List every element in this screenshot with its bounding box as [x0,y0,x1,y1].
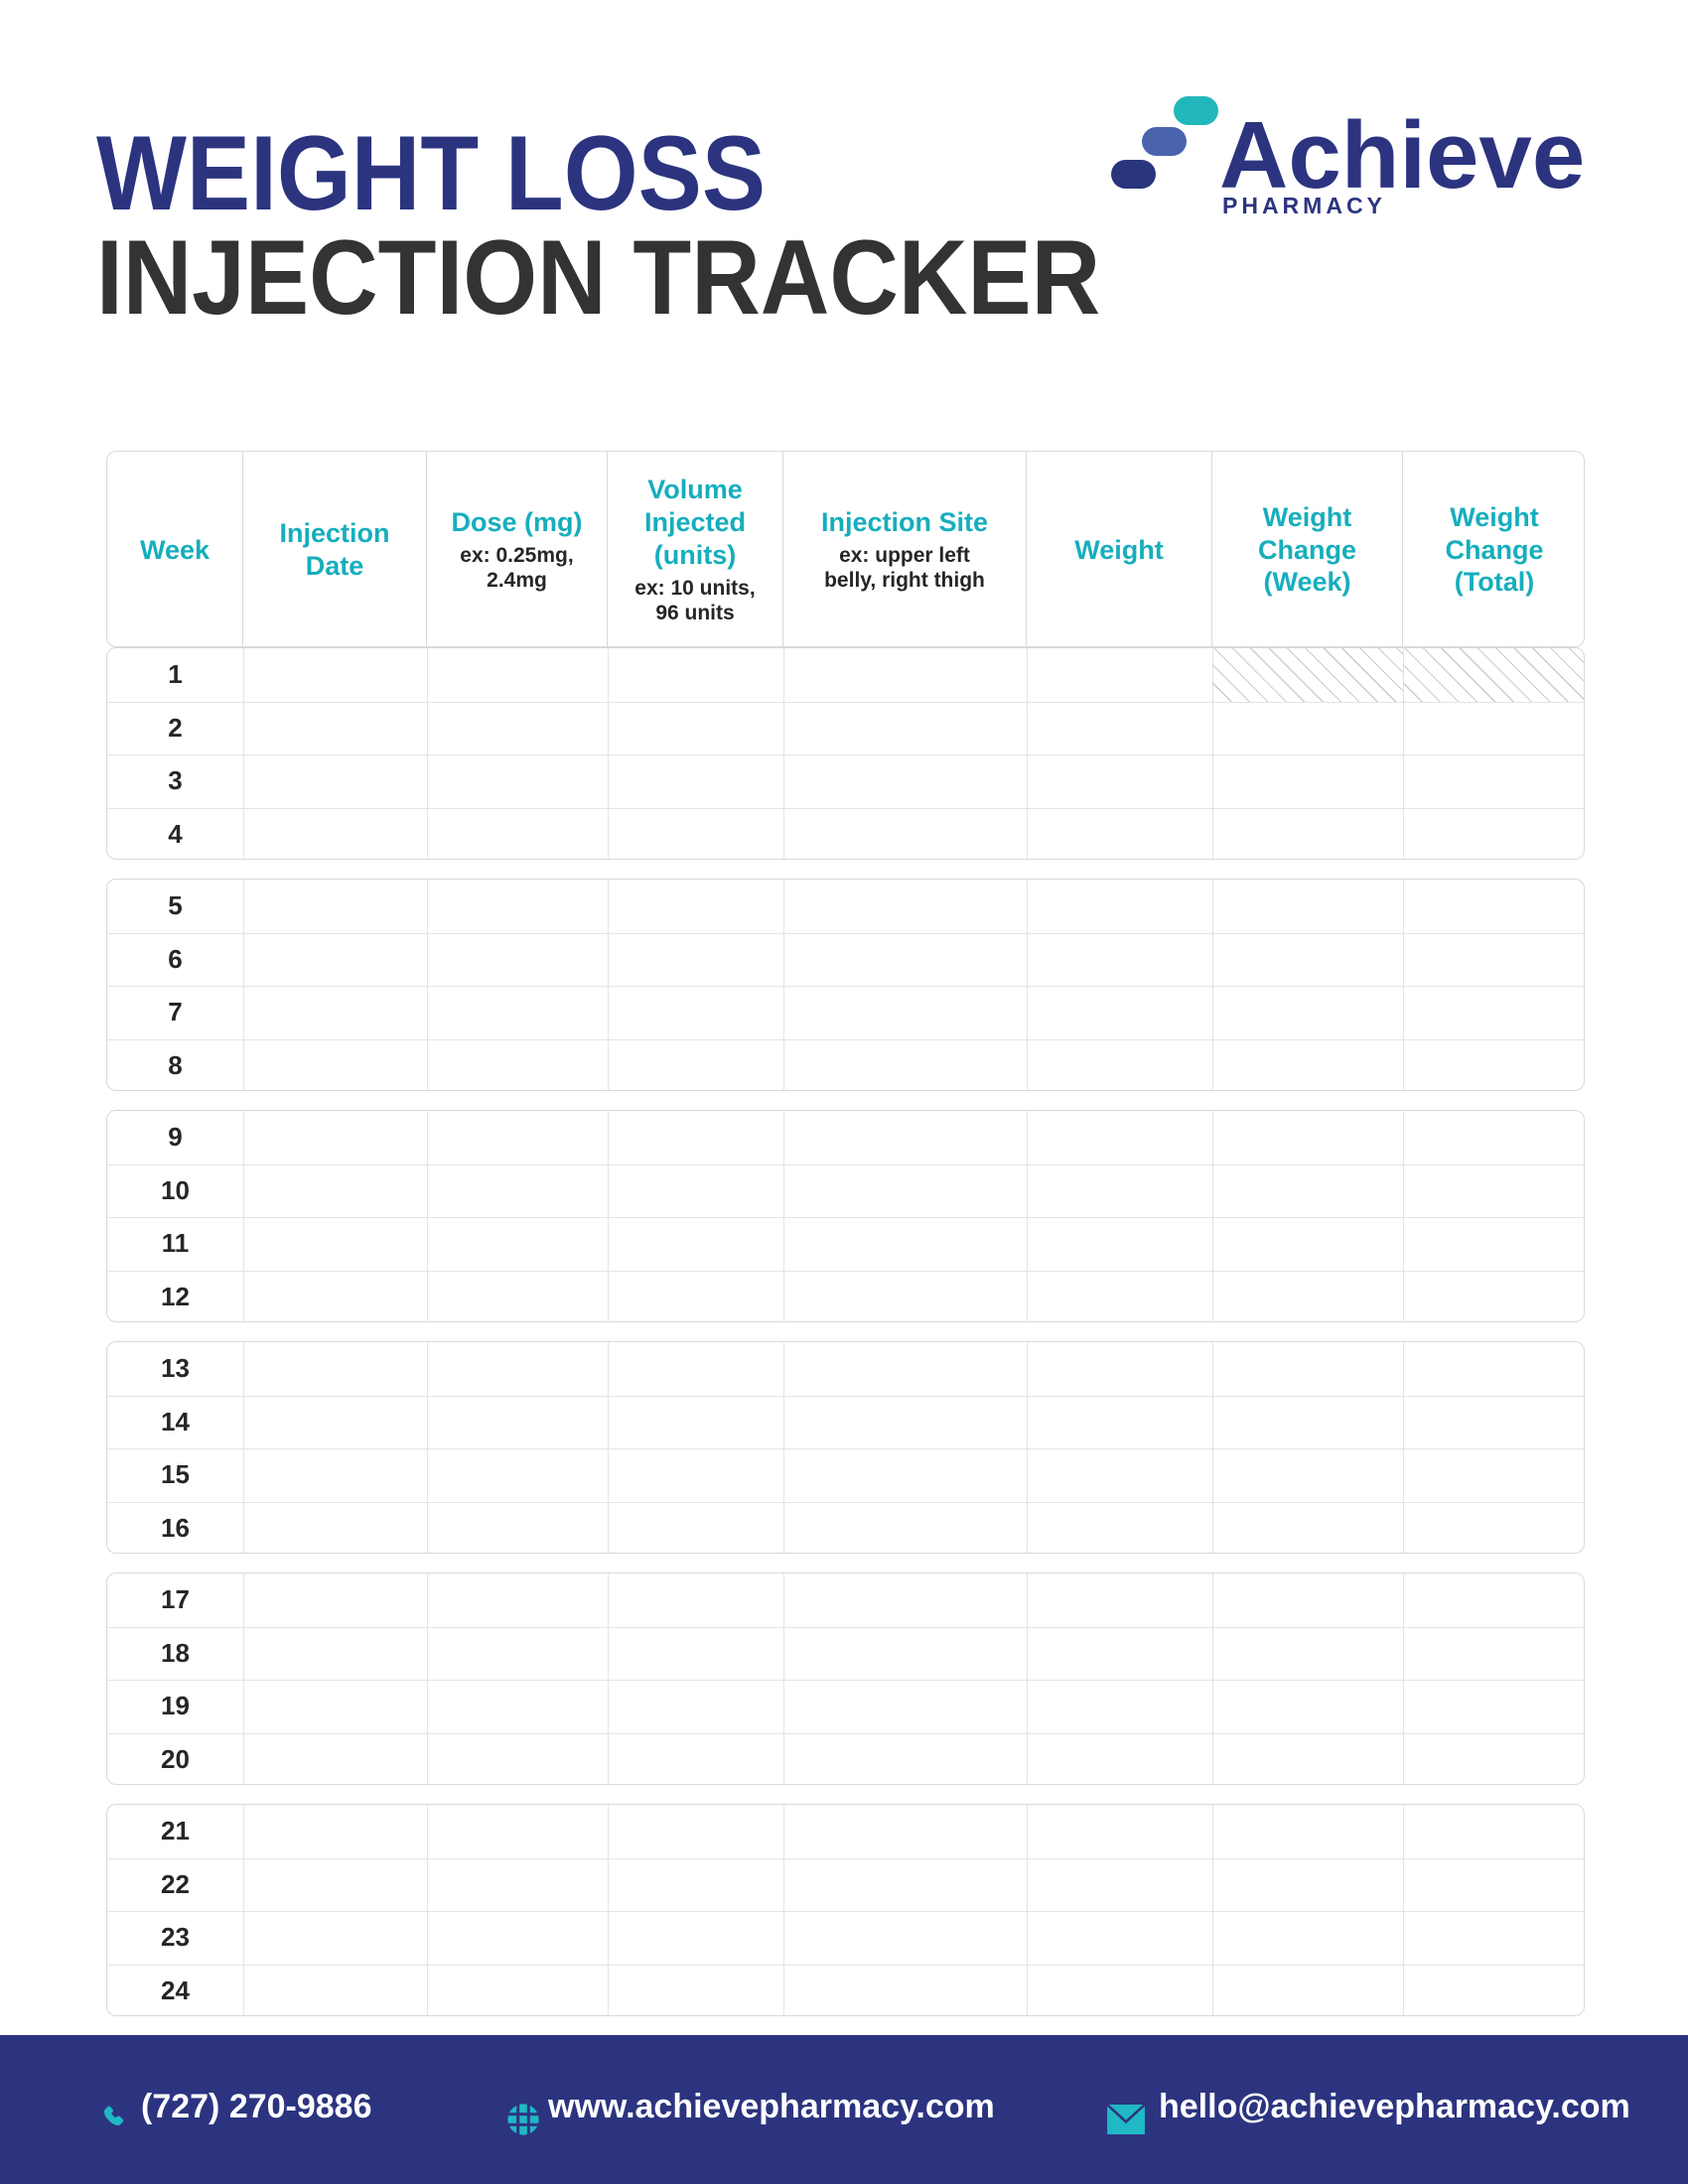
svg-text:PHARMACY: PHARMACY [1222,193,1386,218]
